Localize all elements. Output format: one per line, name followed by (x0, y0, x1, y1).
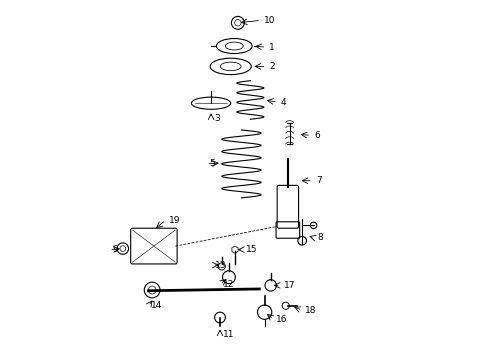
Text: 16: 16 (276, 315, 288, 324)
Text: 5: 5 (209, 159, 215, 168)
Text: 10: 10 (264, 16, 275, 25)
Text: 9: 9 (112, 245, 118, 254)
Text: 3: 3 (214, 114, 220, 123)
Text: 15: 15 (246, 245, 258, 254)
Text: 4: 4 (281, 98, 286, 107)
Text: 13: 13 (215, 261, 226, 270)
Text: 1: 1 (270, 42, 275, 51)
Text: 18: 18 (305, 306, 317, 315)
Text: 14: 14 (151, 301, 163, 310)
Text: 6: 6 (314, 131, 319, 140)
Text: 11: 11 (223, 330, 234, 339)
Text: 19: 19 (169, 216, 180, 225)
Text: 7: 7 (316, 176, 321, 185)
Text: 12: 12 (223, 280, 234, 289)
Text: 8: 8 (318, 233, 323, 242)
Text: 2: 2 (270, 62, 275, 71)
Text: 17: 17 (284, 281, 295, 290)
